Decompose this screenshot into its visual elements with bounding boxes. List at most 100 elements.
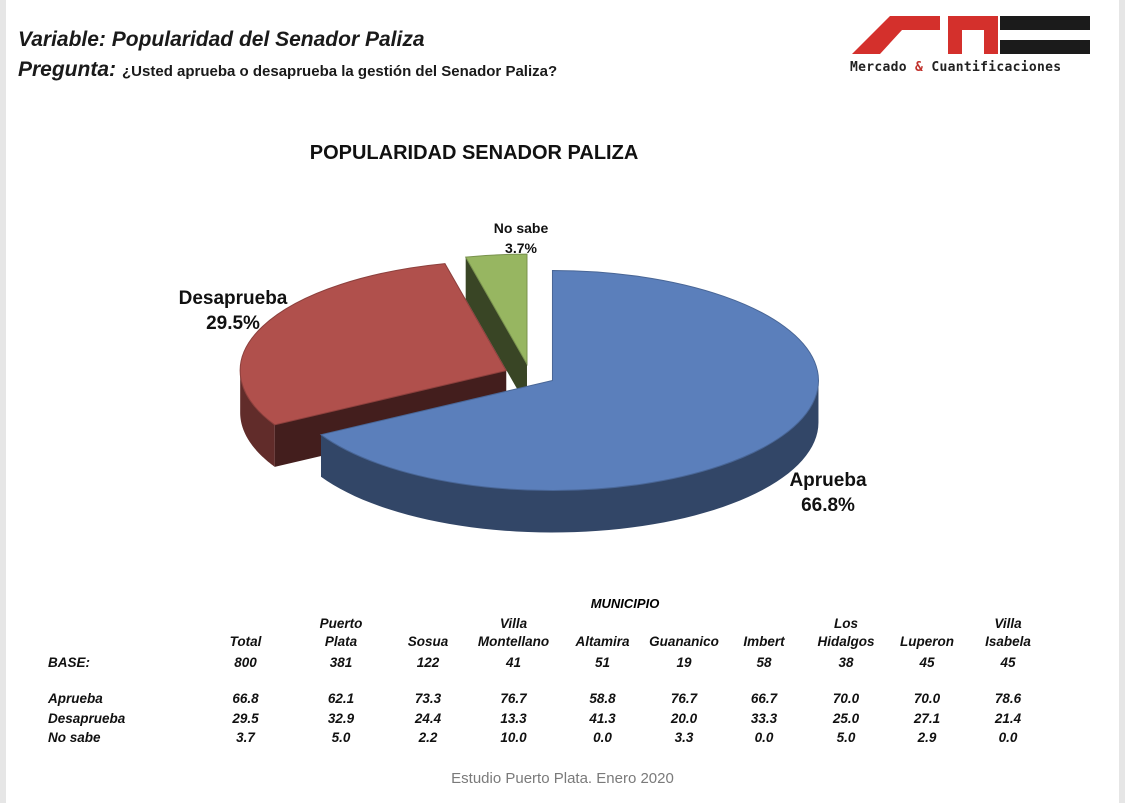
logo-red-slash [852, 16, 940, 54]
column-header: Los [833, 616, 858, 631]
footer-note: Estudio Puerto Plata. Enero 2020 [451, 770, 674, 787]
column-header: Luperon [900, 634, 954, 649]
table-cell: 2.2 [418, 730, 438, 745]
column-header: Sosua [407, 634, 449, 649]
column-header: Isabela [985, 634, 1031, 649]
logo-wordmark: Mercado & Cuantificaciones [850, 60, 1061, 75]
column-header [389, 614, 467, 632]
column-header: Hidalgos [817, 634, 875, 649]
table-row: No sabe 3.7 5.0 2.2 10.0 0.0 3.3 0.0 5.0 2.9 0.0 [48, 726, 1049, 745]
table-row: Aprueba 66.8 62.1 73.3 76.7 58.8 76.7 66.7 70.0 7… [48, 687, 1049, 706]
column-header: Imbert [743, 634, 785, 649]
column-header: Montellano [477, 634, 550, 649]
column-header: Guananico [649, 634, 719, 649]
column-header: Total [229, 634, 262, 649]
logo-amp: & [915, 60, 924, 75]
chart-title: POPULARIDAD SENADOR PALIZA [309, 142, 639, 164]
crosstab-table: Puerto Villa Los Villa Total Plata Sosua Montel… [48, 614, 1049, 745]
slice-value-aprueba: 66.8% [801, 495, 855, 516]
table-cell: 70.0 [832, 691, 860, 706]
column-header [723, 614, 805, 632]
logo-dark-bar-top [1000, 16, 1090, 30]
table-cell: 0.0 [754, 730, 774, 745]
logo-dark-bar-bottom [1000, 40, 1090, 54]
slice-value-no-sabe: 3.7% [505, 240, 537, 256]
column-header: Villa [994, 616, 1022, 631]
column-header [560, 614, 645, 632]
table-cell: 62.1 [327, 691, 355, 706]
pie-wall-no-sabe-start [465, 257, 527, 407]
slice-name-desaprueba: Desaprueba [178, 288, 288, 309]
table-cell: 5.0 [836, 730, 856, 745]
pie-chart [239, 253, 819, 533]
column-header: Altamira [575, 634, 630, 649]
header-row: Total Plata Sosua Montellano Altamira Guanani… [48, 632, 1049, 650]
table-cell: 66.7 [750, 691, 778, 706]
base-cell: 58 [756, 654, 772, 670]
base-cell: 381 [329, 654, 353, 670]
column-header [887, 614, 967, 632]
slice-value-desaprueba: 29.5% [206, 313, 260, 334]
column-header [198, 614, 293, 632]
table-row: Desaprueba 29.5 32.9 24.4 13.3 41.3 20.0 33.3 25… [48, 706, 1049, 726]
column-header: Puerto [319, 616, 363, 631]
pie-rim-aprueba [320, 380, 819, 533]
header-spacer [48, 614, 198, 632]
base-cell: 45 [919, 654, 935, 670]
slice-label-aprueba: Aprueba 66.8% [778, 468, 878, 518]
base-cell: 38 [838, 654, 854, 670]
table-cell: 2.9 [917, 730, 937, 745]
table-cell: 76.7 [670, 691, 698, 706]
spacer-cell [48, 670, 1049, 687]
header-spacer [48, 632, 198, 650]
slice-name-no-sabe: No sabe [493, 220, 549, 236]
table-cell: 66.8 [232, 691, 259, 706]
column-header: Villa [499, 616, 528, 631]
pie-slice-no-sabe [464, 253, 528, 367]
question-text: ¿Usted aprueba o desaprueba la gestión d… [122, 63, 558, 80]
table-cell: 58.8 [589, 691, 616, 706]
base-cell: 51 [594, 654, 611, 670]
row-label: Aprueba [48, 691, 103, 706]
table-cell: 70.0 [913, 691, 941, 706]
variable-line: Variable: Popularidad del Senador Paliza [18, 28, 425, 51]
pie-slice-aprueba [319, 269, 819, 491]
table-cell: 10.0 [500, 730, 527, 745]
base-cell: 45 [1000, 654, 1016, 670]
question-label: Pregunta [18, 58, 110, 81]
base-cell: 122 [416, 654, 440, 670]
table-cell: 0.0 [593, 730, 612, 745]
spacer-row [48, 670, 1049, 687]
logo-white-notch [962, 30, 984, 54]
table-cell: 24.4 [414, 710, 442, 726]
table-cell: 21.4 [994, 710, 1022, 726]
pie-slice-desaprueba [239, 263, 507, 426]
table-cell: 41.3 [589, 710, 616, 726]
base-cell: 41 [505, 654, 522, 670]
pie-rim-desaprueba [240, 370, 275, 467]
row-label: No sabe [48, 730, 101, 745]
base-cell: 800 [234, 654, 257, 670]
question-line: Pregunta: ¿Usted aprueba o desaprueba la … [18, 58, 558, 81]
table-cell: 25.0 [832, 710, 860, 726]
table-cell: 13.3 [500, 710, 527, 726]
table-cell: 3.3 [674, 730, 694, 745]
table-cell: 5.0 [331, 730, 351, 745]
logo-word-2: Cuantificaciones [931, 60, 1062, 75]
column-header: Plata [324, 634, 358, 649]
header-row: Puerto Villa Los Villa [48, 614, 1049, 632]
base-cell: 19 [676, 654, 692, 670]
table-cell: 0.0 [998, 730, 1018, 745]
row-label: Desaprueba [48, 710, 126, 726]
table-cell: 76.7 [500, 691, 527, 706]
slice-label-desaprueba: Desaprueba 29.5% [168, 286, 298, 336]
slice-name-aprueba: Aprueba [789, 470, 867, 491]
column-header [645, 614, 723, 632]
base-row: BASE: 800 381 122 41 51 19 58 38 45 45 [48, 650, 1049, 670]
table-cell: 33.3 [750, 710, 778, 726]
table-cell: 73.3 [414, 691, 442, 706]
table-cell: 32.9 [327, 710, 355, 726]
table-cell: 27.1 [913, 710, 941, 726]
logo-word-1: Mercado [850, 60, 907, 75]
table-cell: 29.5 [232, 710, 259, 726]
